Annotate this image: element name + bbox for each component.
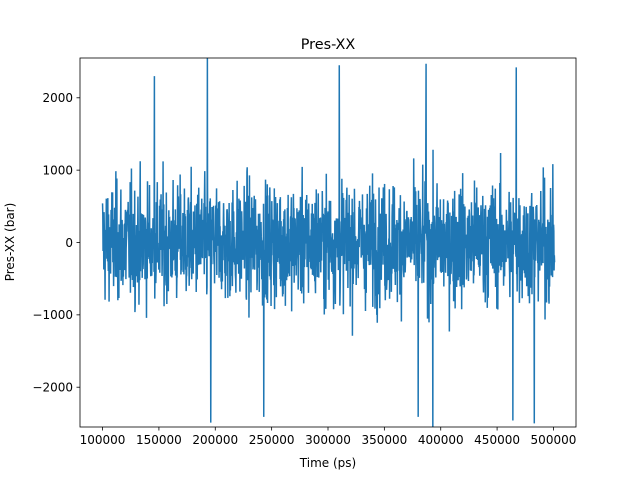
x-axis-ticks: 100000 150000 200000 250000 300000 350000 4000… bbox=[80, 427, 577, 447]
x-tick-label: 150000 bbox=[136, 433, 182, 447]
x-tick-label: 300000 bbox=[305, 433, 351, 447]
pressure-series-line bbox=[101, 58, 556, 427]
y-tick-label: 2000 bbox=[42, 91, 73, 105]
y-tick-label: 1000 bbox=[42, 163, 73, 177]
x-axis-label: Time (ps) bbox=[299, 456, 356, 470]
x-tick-label: 500000 bbox=[531, 433, 577, 447]
x-tick-label: 200000 bbox=[192, 433, 238, 447]
x-tick-label: 100000 bbox=[80, 433, 126, 447]
y-axis-label: Pres-XX (bar) bbox=[3, 203, 17, 282]
plot-area bbox=[101, 58, 556, 427]
x-tick-label: 350000 bbox=[361, 433, 407, 447]
x-tick-label: 250000 bbox=[249, 433, 295, 447]
y-tick-label: −2000 bbox=[32, 381, 73, 395]
x-tick-label: 400000 bbox=[418, 433, 464, 447]
y-tick-label: −1000 bbox=[32, 308, 73, 322]
y-tick-label: 0 bbox=[65, 236, 73, 250]
chart-title: Pres-XX bbox=[301, 37, 356, 53]
y-axis-ticks: −2000 −1000 0 1000 2000 bbox=[32, 91, 80, 395]
x-tick-label: 450000 bbox=[474, 433, 520, 447]
